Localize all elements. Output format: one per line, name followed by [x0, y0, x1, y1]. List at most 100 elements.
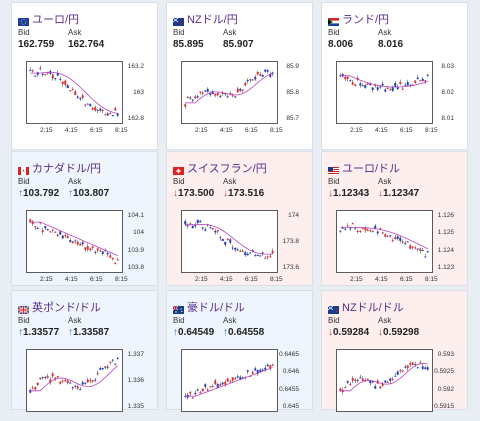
- candle-body: [99, 108, 102, 111]
- candle-body: [226, 238, 229, 240]
- candle-body: [406, 241, 409, 243]
- candle-body: [396, 236, 399, 239]
- pair-title[interactable]: ユーロ/円: [32, 14, 80, 26]
- candle-body: [76, 241, 79, 245]
- moving-average-line: [185, 224, 273, 255]
- candle-body: [31, 70, 34, 72]
- candle-body: [221, 238, 224, 242]
- pair-title[interactable]: 英ポンド/ドル: [32, 302, 102, 314]
- candle-body: [64, 80, 67, 85]
- price-chart: 174 173.8 173.6 2:15 4:15 6:15 8:15: [181, 210, 299, 283]
- candle-body: [269, 74, 272, 77]
- candle-body: [204, 384, 207, 387]
- candle-body: [414, 247, 417, 249]
- candle-body: [251, 371, 254, 374]
- rate-card-cadjpy[interactable]: カナダドル/円 Bid Ask ↑103.792 ↑103.807 104.1 104 103…: [11, 151, 158, 286]
- candle-body: [216, 384, 219, 389]
- candle-body: [416, 367, 419, 369]
- candle-body: [401, 370, 404, 372]
- pair-title[interactable]: ランド/円: [342, 14, 390, 26]
- candle-body: [419, 248, 422, 252]
- candle-body: [421, 250, 424, 252]
- y-tick-label: 8.02: [441, 89, 454, 96]
- candle-body: [256, 71, 259, 75]
- rate-card-zarjpy[interactable]: ランド/円 Bid Ask 8.006 8.016 8.03 8.02 8.01 2:15 4:1…: [321, 2, 468, 150]
- candle-body: [256, 369, 259, 374]
- price-chart: 104.1 104 103.9 103.8 2:15 4:15 6:15 8:15: [26, 210, 144, 283]
- pair-title[interactable]: NZドル/ドル: [342, 302, 404, 314]
- rate-card-audusd[interactable]: 豪ドル/ドル Bid Ask ↑0.64549 ↑0.64558 0.6465 0.646 0…: [166, 290, 313, 412]
- candle-body: [226, 378, 229, 382]
- candle-body: [261, 252, 264, 254]
- candle-body: [366, 229, 369, 231]
- ask-value: ↑103.807: [68, 188, 110, 199]
- y-tick-label: 85.9: [286, 63, 299, 70]
- candle-body: [44, 74, 47, 76]
- ask-value: 162.764: [68, 39, 105, 50]
- candle-body: [81, 382, 84, 385]
- candle-body: [351, 82, 354, 85]
- candle-body: [86, 103, 89, 105]
- candle-body: [269, 365, 272, 369]
- candlestick-plot: [181, 349, 278, 412]
- candle-body: [409, 363, 412, 365]
- x-tick-label: 2:15: [350, 276, 363, 283]
- rate-card-chfjpy[interactable]: スイスフラン/円 Bid Ask ↓173.500 ↓173.516 174 173.8 17…: [166, 151, 313, 286]
- y-tick-label: 0.6465: [279, 351, 299, 358]
- y-tick-label: 104.1: [127, 212, 144, 219]
- candle-body: [69, 240, 72, 243]
- candle-body: [361, 85, 364, 87]
- bid-value: ↓173.500: [173, 188, 215, 199]
- y-tick-label: 8.01: [441, 115, 454, 122]
- candle-body: [111, 257, 114, 260]
- candle-body: [374, 225, 377, 230]
- rate-card-eurjpy[interactable]: ユーロ/円 Bid Ask 162.759 162.764 163.2 163 162.8 2:…: [11, 2, 158, 150]
- bid-label: Bid: [18, 177, 30, 186]
- price-chart: 1.126 1.125 1.124 1.123 2:15 4:15 6:15 8:15: [336, 210, 454, 283]
- candle-body: [199, 91, 202, 93]
- candle-body: [426, 367, 429, 370]
- moving-average-line: [185, 73, 273, 104]
- pair-title[interactable]: カナダドル/円: [32, 163, 102, 175]
- candle-body: [264, 257, 267, 259]
- candle-body: [254, 368, 257, 371]
- flag-icon: [172, 13, 184, 26]
- candle-body: [239, 250, 242, 252]
- candle-body: [204, 229, 207, 231]
- flag-icon: [18, 13, 29, 26]
- rate-card-nzdjpy[interactable]: NZドル/円 Bid Ask 85.895 85.907 85.9 85.8 85.7 2:15…: [166, 2, 313, 150]
- candle-body: [249, 252, 252, 254]
- trend-arrow-icon: ↑: [223, 327, 228, 338]
- candle-body: [409, 245, 412, 249]
- candle-body: [196, 96, 199, 98]
- ask-value: ↓1.12347: [378, 188, 420, 199]
- candle-body: [404, 366, 407, 368]
- pair-title[interactable]: 豪ドル/ドル: [187, 302, 246, 314]
- candle-body: [204, 90, 207, 92]
- pair-title[interactable]: スイスフラン/円: [187, 163, 267, 175]
- rate-card-eurusd[interactable]: ユーロ/ドル Bid Ask ↓1.12343 ↓1.12347 1.126 1.125 1.…: [321, 151, 468, 286]
- x-tick-label: 6:15: [245, 127, 258, 134]
- candle-body: [384, 234, 387, 237]
- candle-body: [189, 223, 192, 225]
- candle-body: [41, 377, 44, 379]
- candle-body: [44, 226, 47, 229]
- rate-card-gbpusd[interactable]: 英ポンド/ドル Bid Ask ↑1.33577 ↑1.33587 1.337 1.336 1…: [11, 290, 158, 412]
- candle-body: [356, 379, 359, 381]
- candle-body: [191, 226, 194, 229]
- candle-body: [419, 80, 422, 82]
- candle-body: [344, 387, 347, 389]
- pair-title[interactable]: NZドル/円: [187, 14, 238, 26]
- pair-title[interactable]: ユーロ/ドル: [342, 163, 401, 175]
- candle-body: [266, 364, 269, 367]
- trend-arrow-icon: ↑: [173, 327, 178, 338]
- candle-body: [261, 369, 264, 371]
- candle-body: [31, 221, 34, 225]
- candle-body: [381, 83, 384, 86]
- candle-body: [211, 385, 214, 388]
- candle-body: [374, 386, 377, 389]
- rate-card-nzdusd[interactable]: NZドル/ドル Bid Ask ↓0.59284 ↓0.59298 0.593 0.5925…: [321, 290, 468, 412]
- bid-label: Bid: [328, 177, 340, 186]
- candle-body: [396, 371, 399, 375]
- candle-body: [346, 381, 349, 383]
